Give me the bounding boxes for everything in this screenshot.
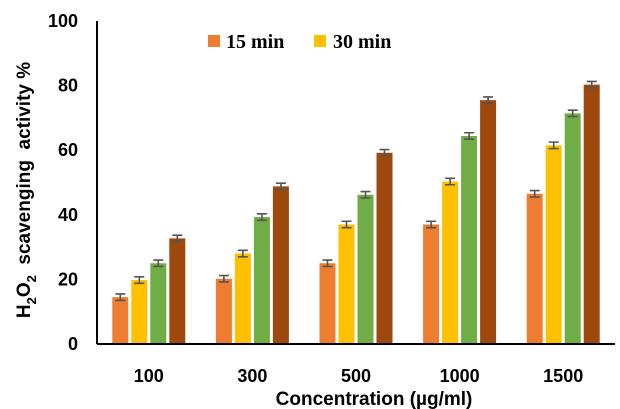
error-bar-series4-500 [379, 148, 390, 157]
bar-series3-100 [150, 263, 167, 344]
legend-swatch-15min [208, 35, 220, 47]
error-bar-series4-100 [172, 234, 183, 243]
y-axis-title-o: O [14, 282, 35, 297]
bar-series1-100 [112, 297, 129, 344]
error-bar-series3-1500 [567, 109, 578, 118]
legend-label-15min: 15 min [226, 31, 284, 53]
error-bar-series1-500 [322, 259, 333, 268]
legend: 15 min 30 min [208, 31, 391, 53]
error-bar-series4-1500 [586, 80, 597, 89]
y-tick-label: 60 [58, 140, 78, 160]
y-tick-label: 100 [48, 11, 78, 31]
error-bar-series1-300 [218, 274, 229, 283]
y-tick-label: 80 [58, 76, 78, 96]
y-tick-label: 20 [58, 269, 78, 289]
error-bar-series2-1500 [548, 141, 559, 150]
x-tick-label: 500 [341, 366, 371, 386]
legend-label-30min: 30 min [333, 31, 391, 53]
x-axis-title: Concentration (µg/ml) [276, 389, 473, 409]
y-axis-title-h: H [14, 304, 35, 318]
y-axis-title-sub2: 2 [24, 275, 39, 282]
error-bar-series1-1500 [529, 189, 540, 198]
bars-group [112, 84, 600, 345]
bar-series3-500 [357, 194, 374, 344]
legend-swatch-30min [314, 35, 326, 47]
bar-series3-300 [253, 217, 270, 344]
error-bar-series1-1000 [426, 220, 437, 229]
bar-series4-100 [169, 238, 186, 344]
x-tick-label: 1000 [440, 366, 480, 386]
y-axis-title-rest: scavenging activity % [14, 62, 35, 275]
bar-series1-1500 [526, 193, 543, 344]
x-tick-label: 100 [134, 366, 164, 386]
bar-series2-100 [131, 280, 148, 344]
bar-series4-300 [272, 186, 289, 344]
error-bar-series2-100 [134, 276, 145, 285]
x-tick-label: 1500 [543, 366, 583, 386]
y-tick-label: 0 [68, 334, 78, 354]
error-bar-series4-1000 [483, 96, 494, 105]
bar-series3-1000 [461, 135, 478, 344]
bar-series1-300 [215, 278, 232, 344]
error-bar-series3-1000 [464, 131, 475, 141]
y-axis-title: H2O2 scavenging activity % [14, 62, 39, 318]
bar-series2-1500 [545, 145, 562, 344]
bar-series3-1500 [564, 113, 581, 345]
y-tick-labels: 0 20 40 60 80 100 [48, 11, 78, 354]
error-bar-series4-300 [275, 182, 286, 191]
error-bar-series3-500 [360, 190, 371, 199]
error-bar-series2-300 [237, 249, 248, 258]
error-bar-series3-300 [256, 213, 267, 222]
x-tick-labels: 100 300 500 1000 1500 [134, 366, 583, 386]
bar-series2-300 [234, 253, 251, 344]
x-tick-label: 300 [237, 366, 267, 386]
error-bar-series3-100 [153, 259, 164, 268]
bar-series4-1000 [480, 100, 497, 344]
bar-series2-1000 [442, 181, 459, 344]
y-tick-label: 40 [58, 205, 78, 225]
error-bars-group [115, 80, 597, 302]
bar-series4-1500 [583, 84, 600, 345]
bar-series1-1000 [423, 224, 440, 344]
error-bar-series1-100 [115, 293, 126, 302]
y-axis-title-sub1: 2 [24, 297, 39, 304]
error-bar-series2-500 [341, 220, 352, 229]
bar-series1-500 [319, 263, 336, 344]
error-bar-series2-1000 [445, 177, 456, 186]
bar-series4-500 [376, 152, 393, 344]
bar-series2-500 [338, 224, 355, 344]
